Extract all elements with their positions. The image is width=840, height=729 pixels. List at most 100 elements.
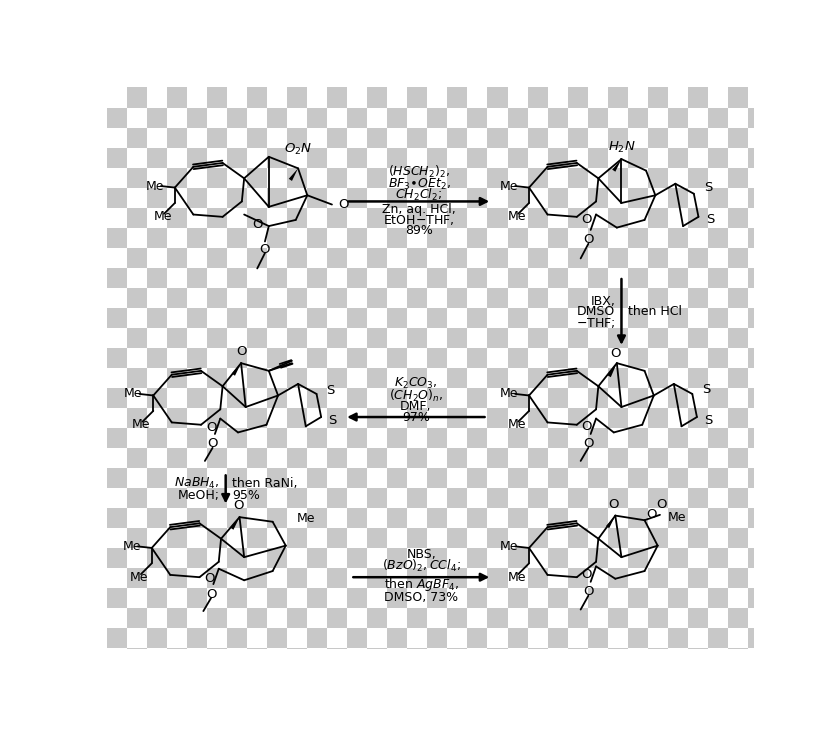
Text: Me: Me [507, 571, 526, 584]
Bar [748, 168, 768, 187]
Bar [367, 448, 387, 468]
Bar [108, 227, 127, 248]
Bar [287, 107, 307, 128]
Bar [167, 528, 187, 548]
Bar [688, 588, 708, 608]
Bar [247, 107, 267, 128]
Text: O: O [233, 499, 244, 512]
Bar [528, 428, 548, 448]
Text: 95%: 95% [232, 489, 260, 502]
Bar [267, 528, 287, 548]
Bar [668, 428, 688, 448]
Bar [247, 588, 267, 608]
Text: Zn, aq. HCl,: Zn, aq. HCl, [382, 203, 456, 216]
Bar [167, 628, 187, 648]
Bar [167, 308, 187, 328]
Bar [307, 268, 328, 288]
Bar [147, 268, 167, 288]
Bar [348, 608, 367, 628]
Bar [648, 328, 668, 348]
Bar [688, 308, 708, 328]
Bar [108, 308, 127, 328]
Bar [748, 147, 768, 168]
Bar [267, 107, 287, 128]
Bar [748, 468, 768, 488]
Bar [287, 208, 307, 227]
Bar [607, 128, 627, 147]
Bar [668, 227, 688, 248]
Bar [307, 248, 328, 268]
Bar [228, 128, 247, 147]
Bar [748, 388, 768, 408]
Bar [627, 528, 648, 548]
Bar [387, 468, 407, 488]
Bar [187, 367, 207, 388]
Bar [367, 328, 387, 348]
Bar [468, 628, 487, 648]
Bar [528, 348, 548, 367]
Bar [487, 448, 507, 468]
Bar [228, 227, 247, 248]
Bar [387, 187, 407, 208]
Bar [748, 248, 768, 268]
Bar [588, 187, 607, 208]
Bar [407, 488, 428, 508]
Bar [247, 488, 267, 508]
Bar [507, 648, 528, 668]
Bar [607, 268, 627, 288]
Bar [668, 348, 688, 367]
Bar [468, 448, 487, 468]
Bar [247, 388, 267, 408]
Bar [548, 428, 568, 448]
Text: $H_2N$: $H_2N$ [607, 140, 635, 155]
Bar [367, 528, 387, 548]
Text: O: O [260, 243, 270, 256]
Bar [307, 328, 328, 348]
Bar [187, 408, 207, 428]
Bar [548, 248, 568, 268]
Bar [607, 107, 627, 128]
Bar [648, 268, 668, 288]
Bar [207, 648, 228, 668]
Bar [668, 367, 688, 388]
Bar [548, 288, 568, 308]
Bar [287, 147, 307, 168]
Bar [468, 408, 487, 428]
Text: Me: Me [132, 418, 150, 432]
Text: IBX,: IBX, [591, 295, 615, 308]
Bar [568, 248, 588, 268]
Text: DMSO: DMSO [577, 305, 615, 319]
Bar [228, 548, 247, 568]
Bar [668, 168, 688, 187]
Bar [688, 208, 708, 227]
Bar [727, 448, 748, 468]
Bar [147, 648, 167, 668]
Bar [668, 568, 688, 588]
Bar [167, 648, 187, 668]
Bar [207, 408, 228, 428]
Bar [387, 488, 407, 508]
Bar [287, 248, 307, 268]
Bar [568, 328, 588, 348]
Bar [568, 227, 588, 248]
Bar [528, 288, 548, 308]
Bar [468, 288, 487, 308]
Text: DMSO, 73%: DMSO, 73% [384, 590, 459, 604]
Bar [307, 448, 328, 468]
Bar [448, 308, 468, 328]
Bar [548, 588, 568, 608]
Bar [428, 248, 448, 268]
Bar [108, 508, 127, 528]
Bar [507, 388, 528, 408]
Bar [648, 588, 668, 608]
Bar [568, 187, 588, 208]
Bar [328, 208, 348, 227]
Bar [367, 268, 387, 288]
Bar [287, 348, 307, 367]
Bar [307, 308, 328, 328]
Bar [727, 568, 748, 588]
Bar [568, 488, 588, 508]
Bar [247, 288, 267, 308]
Text: O: O [582, 214, 592, 227]
Bar [428, 367, 448, 388]
